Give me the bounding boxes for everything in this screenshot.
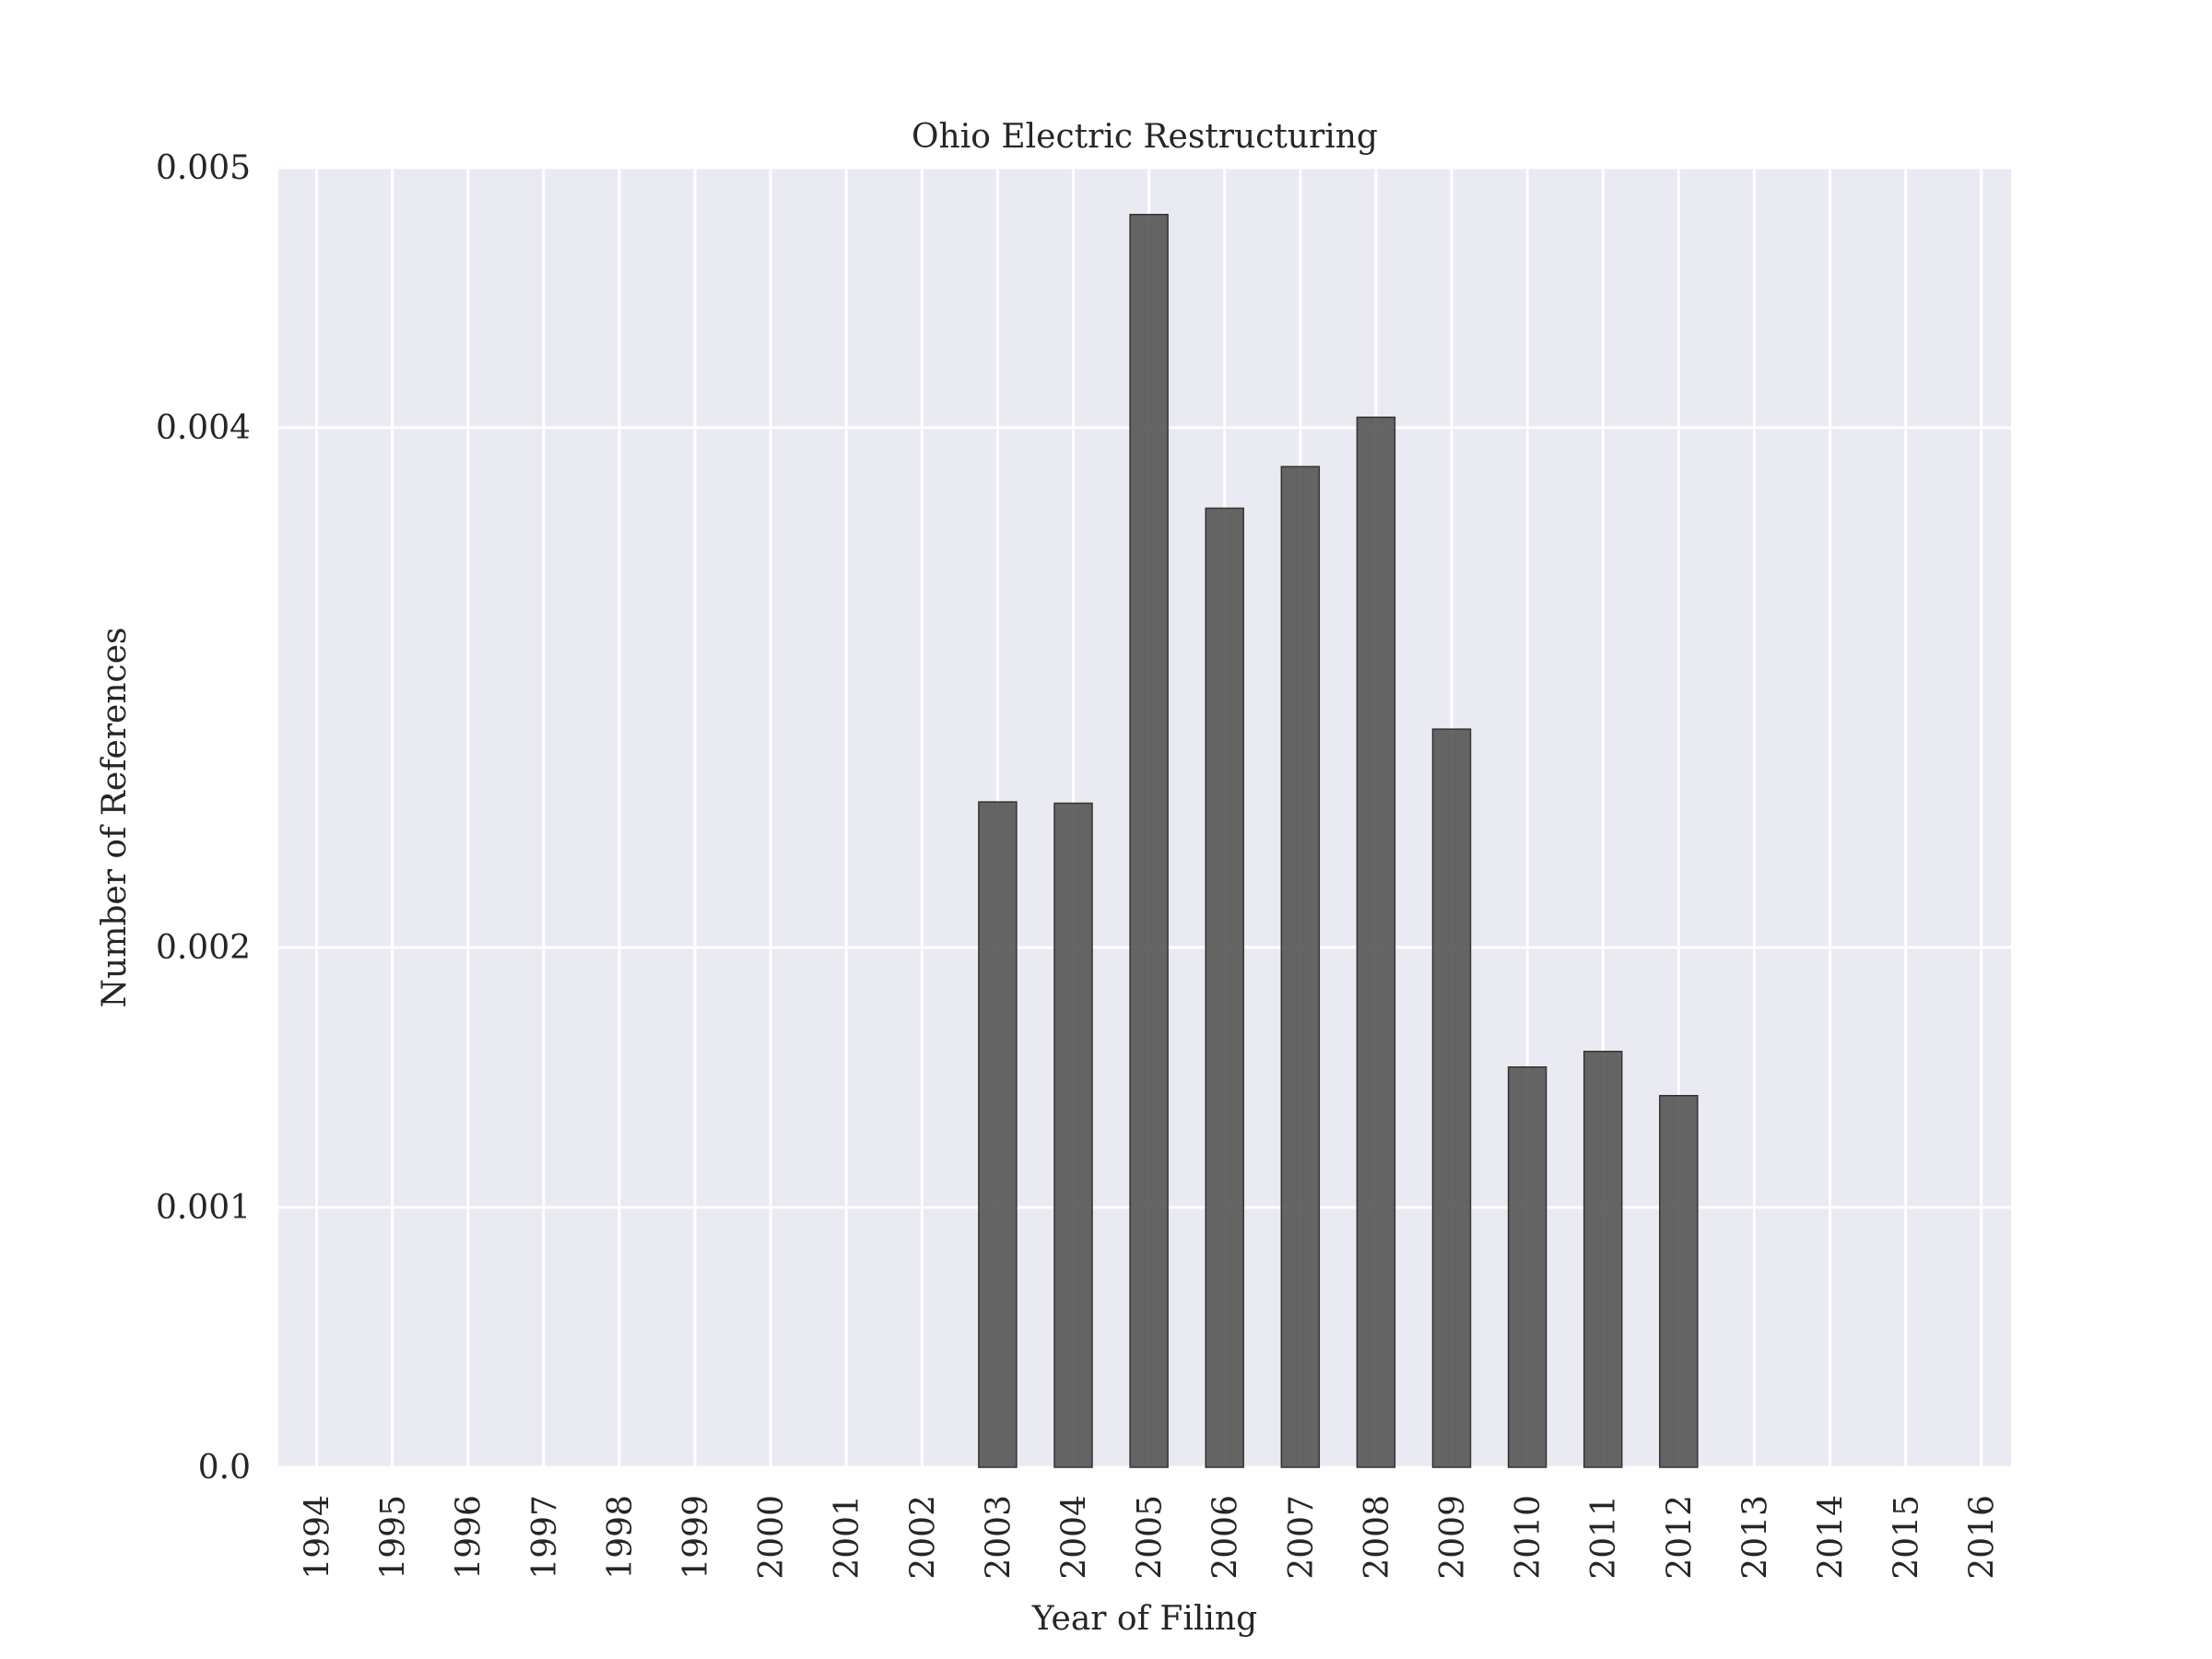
chart-title: Ohio Electric Restructuring <box>912 118 1378 156</box>
x-tick-label: 2008 <box>1359 1495 1396 1580</box>
bar-2012 <box>1659 1094 1699 1468</box>
x-tick-label: 2014 <box>1813 1495 1851 1580</box>
bar-2011 <box>1583 1051 1623 1468</box>
x-tick-label: 1995 <box>375 1495 413 1580</box>
bar-2003 <box>978 801 1018 1468</box>
x-tick-label: 1994 <box>300 1495 337 1580</box>
x-axis-label: Year of Filing <box>1031 1600 1257 1638</box>
bar-2009 <box>1431 728 1472 1468</box>
x-tick-label: 2013 <box>1736 1495 1774 1580</box>
bar-2010 <box>1507 1065 1547 1468</box>
bar-2004 <box>1053 802 1093 1468</box>
x-tick-label: 1998 <box>602 1495 640 1580</box>
x-axis-ticks: 1994 1995 1996 1997 1998 1999 2000 2001 2002 2003… <box>300 1495 2002 1580</box>
bar-2007 <box>1280 465 1321 1468</box>
y-axis-label: Number of References <box>96 628 134 1008</box>
y-tick-label: 0.004 <box>156 409 251 447</box>
bar-2008 <box>1356 416 1396 1468</box>
x-tick-label: 2001 <box>829 1495 866 1580</box>
x-tick-label: 1996 <box>451 1495 488 1580</box>
bar-2006 <box>1205 507 1244 1468</box>
x-tick-label: 2009 <box>1434 1495 1472 1580</box>
x-tick-label: 2006 <box>1207 1495 1245 1580</box>
x-tick-label: 2012 <box>1661 1495 1699 1580</box>
y-tick-label: 0.0 <box>198 1449 251 1487</box>
x-tick-label: 2011 <box>1585 1495 1623 1580</box>
y-tick-label: 0.001 <box>156 1189 251 1227</box>
x-tick-label: 2007 <box>1283 1495 1321 1580</box>
bars <box>978 214 1699 1468</box>
y-tick-label: 0.005 <box>156 149 251 187</box>
y-axis-ticks: 0.0 0.001 0.002 0.004 0.005 <box>156 149 251 1487</box>
x-tick-label: 2002 <box>904 1495 942 1580</box>
bar-2005 <box>1129 214 1169 1468</box>
x-tick-label: 2000 <box>753 1495 791 1580</box>
x-tick-label: 2015 <box>1888 1495 1926 1580</box>
x-tick-label: 2016 <box>1964 1495 2002 1580</box>
x-tick-label: 2003 <box>980 1495 1018 1580</box>
x-tick-label: 2004 <box>1056 1495 1094 1580</box>
x-tick-label: 2005 <box>1132 1495 1170 1580</box>
y-tick-label: 0.002 <box>156 929 251 967</box>
x-tick-label: 1999 <box>677 1495 715 1580</box>
x-tick-label: 2010 <box>1510 1495 1547 1580</box>
x-tick-label: 1997 <box>526 1495 564 1580</box>
